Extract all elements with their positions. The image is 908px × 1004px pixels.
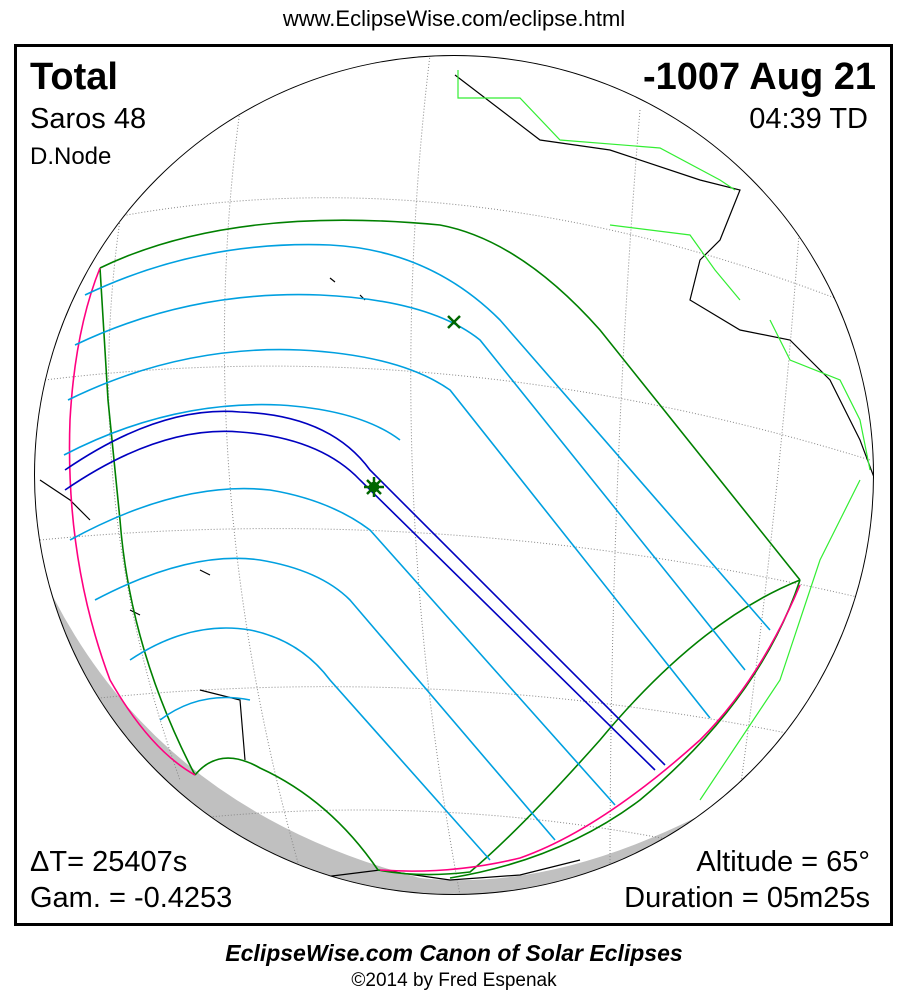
penumbral-limit-east xyxy=(377,579,801,876)
graticule xyxy=(39,55,871,895)
greatest-duration-x-icon xyxy=(447,315,461,329)
source-url: www.EclipseWise.com/eclipse.html xyxy=(282,6,626,31)
map-frame xyxy=(14,44,893,926)
gamma: Gam. = -0.4253 xyxy=(30,882,233,914)
eclipse-type: Total xyxy=(30,56,118,98)
penumbral-limit-north xyxy=(99,219,801,581)
penumbral-limit-east-2 xyxy=(449,579,801,879)
footer-copyright: ©2014 by Fred Espenak xyxy=(351,970,557,991)
coastlines xyxy=(39,70,874,881)
eclipse-time: 04:39 TD xyxy=(749,103,868,135)
rise-set-curve-east xyxy=(379,584,801,872)
saros: Saros 48 xyxy=(30,103,147,135)
footer-title: EclipseWise.com Canon of Solar Eclipses xyxy=(225,940,683,966)
delta-t: ΔT= 25407s xyxy=(30,846,188,878)
central-path xyxy=(64,410,666,771)
penumbral-limit-west xyxy=(99,267,196,776)
globe xyxy=(34,55,874,895)
node: D.Node xyxy=(30,143,112,170)
duration: Duration = 05m25s xyxy=(624,882,870,914)
eclipse-date: -1007 Aug 21 xyxy=(642,56,876,98)
altitude: Altitude = 65° xyxy=(696,846,870,878)
eclipse-paths xyxy=(63,219,801,879)
penumbral-limit-south xyxy=(194,757,379,871)
partial-eclipse-lines xyxy=(63,243,771,861)
greatest-eclipse-star-icon xyxy=(364,477,384,497)
